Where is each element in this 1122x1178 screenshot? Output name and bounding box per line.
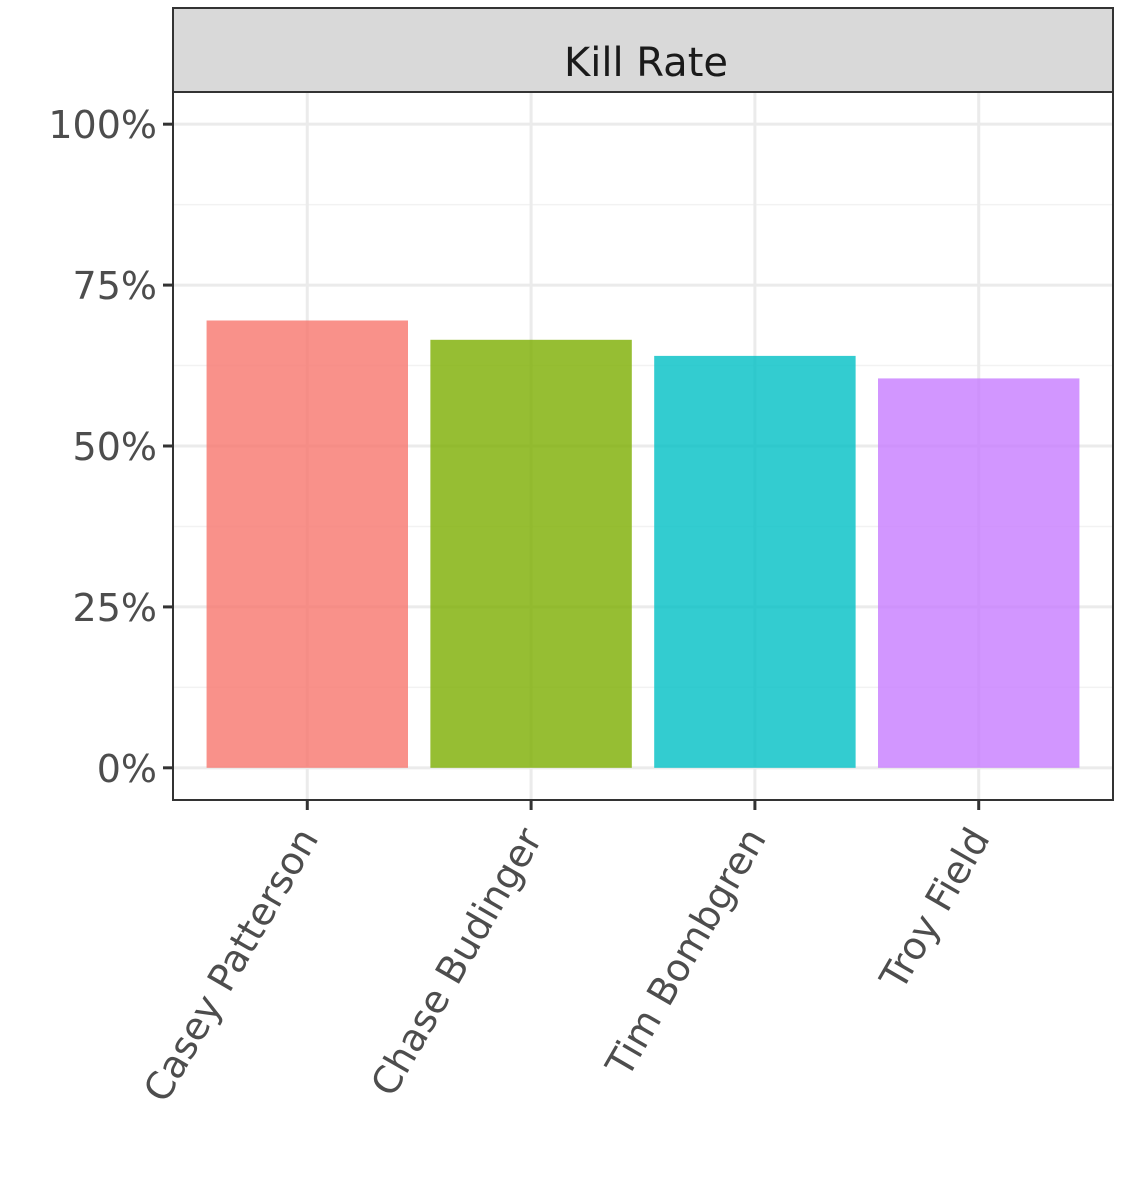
- bar-troy-field: [878, 378, 1080, 768]
- y-tick-label: 75%: [73, 264, 157, 308]
- y-tick-label: 100%: [48, 103, 157, 147]
- y-tick-label: 0%: [97, 747, 157, 791]
- bars: [206, 320, 1080, 768]
- y-tick-label: 25%: [73, 586, 157, 630]
- x-tick-label: Chase Budinger: [362, 820, 551, 1103]
- y-tick-label: 50%: [73, 425, 157, 469]
- x-axis: Casey Patterson Chase Budinger Tim Bombgre…: [135, 800, 999, 1109]
- bar-chase-budinger: [430, 339, 632, 768]
- bar-casey-patterson: [206, 320, 408, 768]
- facet-strip: [172, 7, 1114, 93]
- y-axis: 0% 25% 50% 75% 100%: [48, 103, 173, 791]
- x-tick-label: Troy Field: [871, 821, 999, 998]
- bar-tim-bombgren: [654, 355, 856, 768]
- x-tick-label: Casey Patterson: [135, 821, 327, 1110]
- x-tick-label: Tim Bombgren: [597, 821, 775, 1085]
- facet-title: Kill Rate: [564, 40, 728, 86]
